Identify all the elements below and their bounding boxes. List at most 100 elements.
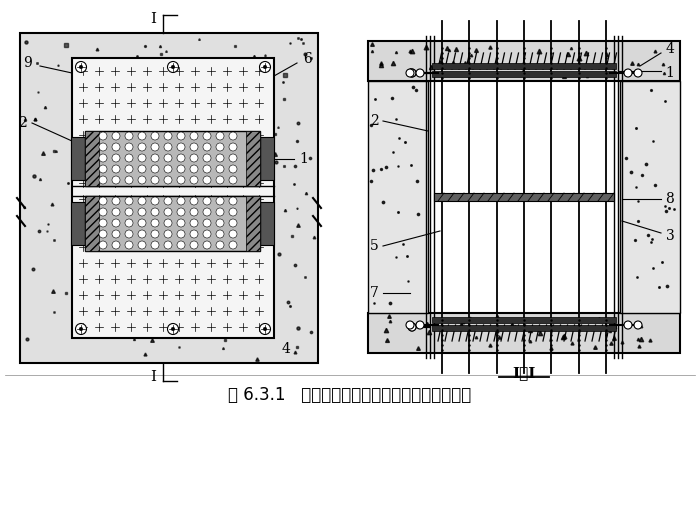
Circle shape [190, 165, 198, 173]
Circle shape [177, 219, 185, 227]
Circle shape [151, 230, 159, 238]
Circle shape [138, 241, 146, 249]
Circle shape [406, 69, 414, 77]
Circle shape [177, 143, 185, 151]
Circle shape [177, 165, 185, 173]
Circle shape [164, 230, 172, 238]
Text: 9: 9 [22, 56, 32, 70]
Bar [72, 58, 274, 338]
Circle shape [76, 61, 87, 73]
Text: 8: 8 [666, 192, 674, 206]
Circle shape [634, 69, 642, 77]
Text: 1: 1 [666, 66, 674, 80]
Text: I: I [150, 370, 156, 384]
Circle shape [138, 219, 146, 227]
Circle shape [99, 165, 107, 173]
Circle shape [416, 321, 424, 329]
Bar [85, 196, 260, 251]
Circle shape [216, 165, 224, 173]
Circle shape [138, 143, 146, 151]
Circle shape [203, 241, 211, 249]
Circle shape [177, 154, 185, 162]
Circle shape [138, 208, 146, 216]
Circle shape [112, 219, 120, 227]
Circle shape [164, 197, 172, 205]
Bar [368, 41, 680, 81]
Circle shape [190, 132, 198, 140]
Circle shape [99, 230, 107, 238]
Bar [85, 131, 99, 186]
Circle shape [190, 154, 198, 162]
Circle shape [190, 176, 198, 184]
Circle shape [203, 132, 211, 140]
Bar [71, 202, 85, 245]
Circle shape [216, 230, 224, 238]
Circle shape [99, 197, 107, 205]
Bar [432, 63, 616, 69]
Circle shape [229, 230, 237, 238]
Circle shape [99, 176, 107, 184]
Circle shape [203, 176, 211, 184]
Circle shape [99, 219, 107, 227]
Circle shape [112, 143, 120, 151]
Text: I: I [150, 12, 156, 26]
Circle shape [216, 219, 224, 227]
Bar [432, 317, 616, 323]
Circle shape [216, 241, 224, 249]
Circle shape [151, 197, 159, 205]
Circle shape [190, 143, 198, 151]
Circle shape [125, 132, 133, 140]
Circle shape [99, 143, 107, 151]
Circle shape [76, 323, 87, 335]
Circle shape [99, 208, 107, 216]
Bar [246, 196, 260, 251]
Circle shape [112, 176, 120, 184]
Circle shape [151, 176, 159, 184]
Text: 5: 5 [370, 239, 379, 253]
Circle shape [79, 65, 83, 69]
Circle shape [125, 230, 133, 238]
Circle shape [164, 165, 172, 173]
Circle shape [167, 323, 178, 335]
Circle shape [177, 241, 185, 249]
Text: 1: 1 [300, 152, 309, 166]
Circle shape [112, 132, 120, 140]
Circle shape [229, 241, 237, 249]
Circle shape [138, 230, 146, 238]
Bar [368, 313, 680, 353]
Bar [260, 137, 274, 180]
Circle shape [167, 61, 178, 73]
Text: 6: 6 [304, 52, 312, 66]
Circle shape [216, 197, 224, 205]
Circle shape [172, 65, 175, 69]
Circle shape [216, 143, 224, 151]
Circle shape [177, 176, 185, 184]
Circle shape [263, 327, 267, 331]
Circle shape [138, 197, 146, 205]
Circle shape [138, 165, 146, 173]
Circle shape [164, 176, 172, 184]
Circle shape [164, 143, 172, 151]
Circle shape [229, 197, 237, 205]
Circle shape [216, 132, 224, 140]
Circle shape [203, 165, 211, 173]
Circle shape [164, 132, 172, 140]
Circle shape [203, 219, 211, 227]
Circle shape [112, 154, 120, 162]
Circle shape [138, 154, 146, 162]
Circle shape [416, 69, 424, 77]
Text: I－I: I－I [512, 366, 536, 380]
Circle shape [190, 208, 198, 216]
Circle shape [229, 176, 237, 184]
Bar [432, 71, 616, 77]
Circle shape [229, 132, 237, 140]
Circle shape [138, 176, 146, 184]
Circle shape [125, 176, 133, 184]
Circle shape [203, 143, 211, 151]
Circle shape [229, 219, 237, 227]
Circle shape [99, 241, 107, 249]
Circle shape [125, 165, 133, 173]
Circle shape [125, 197, 133, 205]
Bar [260, 202, 274, 245]
Text: 4: 4 [281, 342, 290, 356]
